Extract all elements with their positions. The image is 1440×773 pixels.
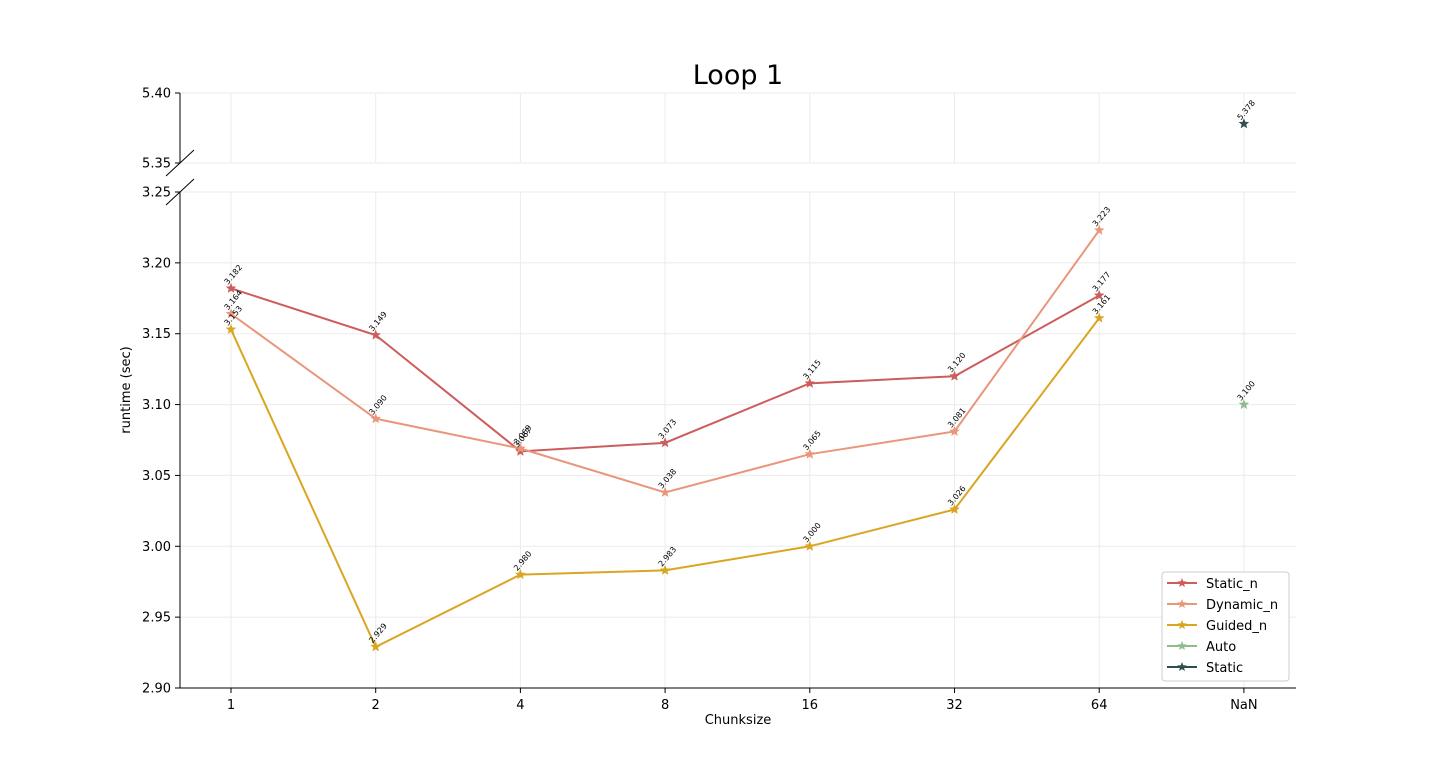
series <box>225 118 1250 652</box>
data-point <box>514 568 526 580</box>
series-static <box>1238 118 1250 129</box>
x-tick-label: 1 <box>227 698 235 713</box>
data-point <box>225 282 237 293</box>
legend-item-guided-n: Guided_n <box>1167 619 1267 634</box>
data-point <box>1238 398 1250 410</box>
data-label: 3.177 <box>1091 270 1113 293</box>
data-point <box>659 437 671 448</box>
y-tick-label: 2.95 <box>142 611 171 626</box>
data-label: 3.100 <box>1235 379 1257 402</box>
data-point <box>370 413 382 424</box>
legend-label: Static <box>1206 661 1243 676</box>
legend-label: Guided_n <box>1206 619 1267 634</box>
axis-break-mark <box>165 149 195 177</box>
data-label: 2.980 <box>512 549 534 572</box>
legend-box <box>1161 571 1290 682</box>
legend-swatch-marker <box>1177 641 1187 651</box>
data-label: 2.983 <box>657 545 679 568</box>
legend: Static_n Dynamic_n Guided_n Auto Static <box>1161 571 1290 682</box>
data-point <box>1238 118 1250 129</box>
axes: 2.90 2.95 3.00 3.05 3.10 3.15 3.20 3.25 5.35 5.40… <box>142 87 1296 713</box>
series-auto <box>1238 398 1250 410</box>
y-tick-label: 3.25 <box>142 186 171 201</box>
x-tick-label: NaN <box>1230 698 1257 713</box>
legend-swatch-marker <box>1177 578 1187 588</box>
y-tick-label: 5.35 <box>142 157 171 172</box>
series-guided-n <box>225 312 1105 652</box>
data-point <box>1093 289 1105 301</box>
data-point <box>949 370 960 381</box>
grid <box>180 92 1296 689</box>
data-point <box>804 540 816 551</box>
y-tick-label: 3.10 <box>142 398 171 413</box>
data-label: 3.073 <box>657 417 679 440</box>
data-point <box>225 308 237 319</box>
data-label: 3.149 <box>367 310 389 333</box>
legend-swatch-marker <box>1177 599 1187 609</box>
legend-label: Static_n <box>1206 577 1258 592</box>
series-static-n <box>225 282 1105 456</box>
data-point <box>514 442 526 454</box>
legend-item-static: Static <box>1167 661 1243 676</box>
legend-swatch-marker <box>1177 620 1187 630</box>
x-tick-label: 64 <box>1091 698 1108 713</box>
data-point <box>370 329 382 340</box>
x-tick-label: 32 <box>946 698 963 713</box>
legend-item-dynamic-n: Dynamic_n <box>1167 598 1278 613</box>
data-point <box>804 448 816 459</box>
data-label: 3.038 <box>657 467 679 490</box>
series-dynamic-n <box>225 224 1105 498</box>
y-axis-label: runtime (sec) <box>119 346 134 433</box>
chart-title: Loop 1 <box>693 60 784 91</box>
data-label: 3.161 <box>1091 293 1113 316</box>
data-point <box>1093 224 1105 235</box>
y-tick-label: 3.20 <box>142 256 171 271</box>
data-point <box>225 323 237 335</box>
legend-label: Auto <box>1206 640 1236 655</box>
legend-item-auto: Auto <box>1167 640 1236 655</box>
x-tick-label: 2 <box>372 698 380 713</box>
data-label: 5.378 <box>1235 98 1257 121</box>
data-label: 3.115 <box>801 358 823 381</box>
data-label: 3.223 <box>1091 205 1113 228</box>
data-label: 3.065 <box>801 429 823 452</box>
data-point <box>949 503 960 515</box>
y-tick-label: 3.05 <box>142 469 171 484</box>
y-tick-label: 3.00 <box>142 540 171 555</box>
y-tick-label: 3.15 <box>142 327 171 342</box>
y-tick-label: 5.40 <box>142 87 171 102</box>
legend-item-static-n: Static_n <box>1167 577 1258 592</box>
data-point <box>804 377 816 388</box>
data-label: 3.000 <box>801 521 823 544</box>
data-point <box>659 564 671 575</box>
data-point <box>659 486 671 498</box>
axis-break-mark <box>165 178 195 206</box>
x-tick-label: 8 <box>661 698 669 713</box>
legend-swatch-marker <box>1177 662 1187 672</box>
data-point <box>949 425 960 437</box>
x-tick-label: 16 <box>802 698 819 713</box>
x-tick-label: 4 <box>516 698 524 713</box>
data-point <box>370 641 382 652</box>
y-tick-label: 2.90 <box>142 682 171 697</box>
data-label: 3.182 <box>223 263 245 286</box>
x-axis-label: Chunksize <box>705 713 772 728</box>
data-point <box>1093 312 1105 323</box>
legend-label: Dynamic_n <box>1206 598 1278 613</box>
